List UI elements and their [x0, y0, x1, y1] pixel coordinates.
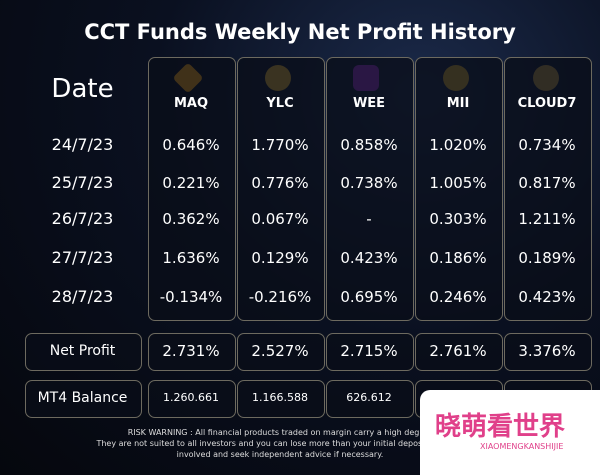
value-cell: 1.636% [162, 249, 220, 267]
row-box [25, 333, 142, 371]
row-box [25, 380, 142, 418]
value-cell: 0.734% [518, 136, 576, 154]
date-cell: 24/7/23 [51, 135, 114, 155]
net-profit-cell: 2.731% [162, 342, 220, 360]
risk-warning: involved and seek independent advice if … [176, 450, 384, 459]
row-box [326, 380, 414, 418]
net-profit-cell: 2.761% [429, 342, 487, 360]
value-cell: 0.189% [518, 249, 576, 267]
header-fund: CLOUD7 [517, 96, 577, 112]
column-box [504, 57, 592, 321]
column-box [148, 57, 236, 321]
value-cell: 1.211% [518, 210, 576, 228]
header-fund: YLC [266, 96, 294, 112]
value-cell: 1.005% [429, 174, 487, 192]
balance-cell: 626.612 [346, 391, 392, 405]
header-fund: WEE [352, 96, 386, 112]
value-cell: 0.221% [162, 174, 220, 192]
value-cell: 1.020% [429, 136, 487, 154]
value-cell: 0.695% [340, 288, 398, 306]
date-cell: 27/7/23 [51, 248, 114, 268]
column-box [415, 57, 503, 321]
value-cell: 0.129% [251, 249, 309, 267]
header-date: Date [51, 74, 114, 105]
value-cell: 0.776% [251, 174, 309, 192]
row-box [326, 333, 414, 371]
watermark: 晓萌看世界 XIAOMENGKANSHIJIE [420, 390, 600, 475]
title: CCT Funds Weekly Net Profit History [84, 20, 516, 44]
date-cell: 25/7/23 [51, 173, 114, 193]
row-label: MT4 Balance [37, 389, 128, 406]
value-cell: - [366, 210, 372, 228]
value-cell: -0.134% [159, 288, 223, 306]
column-box [326, 57, 414, 321]
header-fund: MAQ [173, 96, 209, 112]
row-label: Net Profit [49, 342, 116, 359]
value-cell: 0.817% [518, 174, 576, 192]
net-profit-cell: 2.527% [251, 342, 309, 360]
net-profit-cell: 2.715% [340, 342, 398, 360]
header-fund: MII [446, 96, 470, 112]
value-cell: 0.067% [251, 210, 309, 228]
row-box [148, 380, 236, 418]
value-cell: 0.858% [340, 136, 398, 154]
watermark-title: 晓萌看世界 [435, 412, 566, 442]
balance-cell: 1.260.661 [163, 391, 219, 405]
date-cell: 26/7/23 [51, 209, 114, 229]
value-cell: 0.738% [340, 174, 398, 192]
value-cell: 0.362% [162, 210, 220, 228]
row-box [237, 380, 325, 418]
date-cell: 28/7/23 [51, 287, 114, 307]
balance-cell: 1.166.588 [252, 391, 308, 405]
value-cell: 0.303% [429, 210, 487, 228]
value-cell: 0.423% [518, 288, 576, 306]
watermark-subtitle: XIAOMENGKANSHIJIE [480, 442, 564, 451]
net-profit-cell: 3.376% [518, 342, 576, 360]
column-box [237, 57, 325, 321]
value-cell: 0.646% [162, 136, 220, 154]
row-box [415, 333, 503, 371]
value-cell: -0.216% [248, 288, 312, 306]
value-cell: 0.423% [340, 249, 398, 267]
value-cell: 0.246% [429, 288, 487, 306]
row-box [148, 333, 236, 371]
value-cell: 1.770% [251, 136, 309, 154]
row-box [237, 333, 325, 371]
value-cell: 0.186% [429, 249, 487, 267]
row-box [504, 333, 592, 371]
risk-warning: RISK WARNING : All financial products tr… [127, 428, 433, 437]
risk-warning: They are not suited to all investors and… [96, 439, 464, 448]
